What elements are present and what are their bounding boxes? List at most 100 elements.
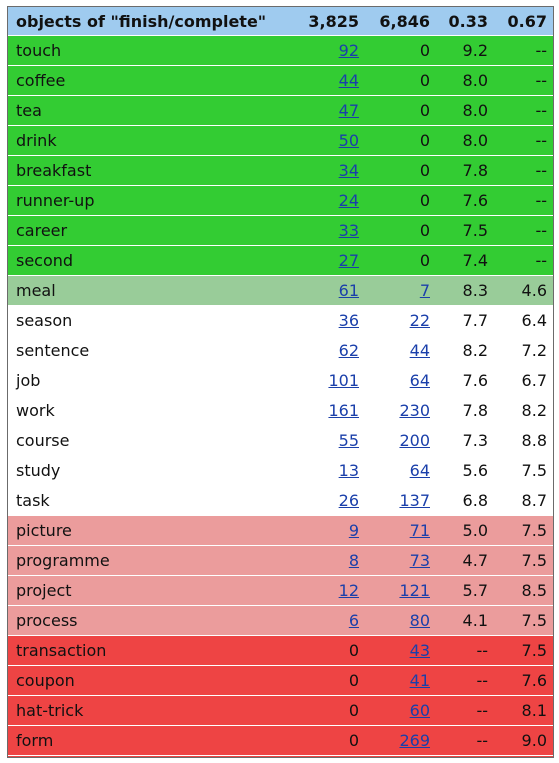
count-complete-cell: 0 [365,156,436,186]
score-complete-cell: -- [494,216,553,246]
count-finish-cell: 0 [284,636,365,666]
count-complete-link[interactable]: 230 [399,401,430,420]
count-finish-link[interactable]: 8 [349,551,359,570]
count-finish-link[interactable]: 12 [339,581,359,600]
comparison-table: objects of "finish/complete" 3,825 6,846… [8,7,553,758]
score-complete-value: 8.5 [522,581,547,600]
count-finish-link[interactable]: 161 [328,401,359,420]
table-row: work 161 230 7.8 8.2 [8,396,553,426]
collocate-word-cell: transaction [8,636,284,666]
count-finish-link[interactable]: 33 [339,221,359,240]
score-finish-cell: 8.0 [436,96,494,126]
count-finish-cell: 55 [284,426,365,456]
count-finish-link[interactable]: 44 [339,71,359,90]
count-complete-cell: 73 [365,546,436,576]
count-finish-link[interactable]: 55 [339,431,359,450]
score-complete-value: -- [535,251,547,270]
score-complete-value: 7.2 [522,341,547,360]
count-finish-link[interactable]: 62 [339,341,359,360]
score-complete-cell: 7.2 [494,336,553,366]
collocate-word-cell: coupon [8,666,284,696]
score-finish-cell: 7.3 [436,426,494,456]
score-finish-cell: 7.8 [436,396,494,426]
count-complete-link[interactable]: 80 [410,611,430,630]
header-total-complete: 6,846 [365,7,436,36]
count-finish-link[interactable]: 24 [339,191,359,210]
collocate-word: form [16,731,53,750]
count-finish-cell: 47 [284,96,365,126]
score-finish-value: 6.8 [463,491,488,510]
count-complete-link[interactable]: 64 [410,461,430,480]
count-complete-link[interactable]: 73 [410,551,430,570]
collocate-word-cell: task [8,486,284,516]
count-complete-link[interactable]: 64 [410,371,430,390]
table-body: touch 92 0 9.2 -- coffee 44 0 8.0 -- tea 47 0 8.0 -- dr… [8,36,553,758]
count-finish-link[interactable]: 13 [339,461,359,480]
count-finish-link[interactable]: 27 [339,251,359,270]
count-finish-link[interactable]: 61 [339,281,359,300]
count-finish-value: 0 [349,671,359,690]
score-finish-value: -- [476,671,488,690]
table-row: study 13 64 5.6 7.5 [8,456,553,486]
collocate-word-cell: career [8,216,284,246]
score-complete-value: 7.5 [522,641,547,660]
count-finish-cell: 8 [284,546,365,576]
collocate-word-cell: questionnaire [8,756,284,758]
score-finish-cell: -- [436,636,494,666]
count-finish-link[interactable]: 36 [339,311,359,330]
count-complete-link[interactable]: 121 [399,581,430,600]
count-complete-cell: 64 [365,366,436,396]
count-complete-link[interactable]: 200 [399,431,430,450]
count-finish-cell: 24 [284,186,365,216]
count-complete-link[interactable]: 269 [399,731,430,750]
score-finish-cell: -- [436,696,494,726]
count-finish-link[interactable]: 34 [339,161,359,180]
score-complete-value: 7.5 [522,521,547,540]
collocate-word-cell: project [8,576,284,606]
score-complete-value: -- [535,71,547,90]
count-complete-cell: 0 [365,246,436,276]
count-complete-cell: 0 [365,36,436,66]
count-finish-link[interactable]: 101 [328,371,359,390]
count-complete-link[interactable]: 41 [410,671,430,690]
count-complete-link[interactable]: 71 [410,521,430,540]
count-complete-link[interactable]: 137 [399,491,430,510]
count-complete-link[interactable]: 22 [410,311,430,330]
collocate-word: process [16,611,77,630]
score-complete-cell: 4.6 [494,276,553,306]
count-finish-link[interactable]: 9 [349,521,359,540]
count-complete-link[interactable]: 60 [410,701,430,720]
count-finish-link[interactable]: 26 [339,491,359,510]
score-finish-value: 9.2 [463,41,488,60]
count-complete-cell: 43 [365,636,436,666]
count-finish-link[interactable]: 92 [339,41,359,60]
count-finish-value: 0 [349,731,359,750]
score-finish-cell: -- [436,756,494,758]
score-complete-cell: 8.7 [494,486,553,516]
score-finish-cell: 5.0 [436,516,494,546]
collocate-word: coffee [16,71,65,90]
collocate-word: picture [16,521,72,540]
count-finish-cell: 26 [284,486,365,516]
count-complete-value: 0 [420,101,430,120]
score-complete-value: -- [535,101,547,120]
count-complete-link[interactable]: 7 [420,281,430,300]
score-finish-value: 8.0 [463,131,488,150]
count-finish-link[interactable]: 6 [349,611,359,630]
table-row: second 27 0 7.4 -- [8,246,553,276]
count-finish-cell: 62 [284,336,365,366]
collocate-word: second [16,251,73,270]
count-finish-value: 0 [349,641,359,660]
count-complete-link[interactable]: 43 [410,641,430,660]
count-finish-cell: 12 [284,576,365,606]
score-complete-value: 8.1 [522,701,547,720]
table-row: project 12 121 5.7 8.5 [8,576,553,606]
score-complete-value: -- [535,161,547,180]
table-row: season 36 22 7.7 6.4 [8,306,553,336]
count-finish-cell: 92 [284,36,365,66]
count-finish-link[interactable]: 47 [339,101,359,120]
collocate-word: hat-trick [16,701,83,720]
count-finish-link[interactable]: 50 [339,131,359,150]
table-row: picture 9 71 5.0 7.5 [8,516,553,546]
count-complete-link[interactable]: 44 [410,341,430,360]
